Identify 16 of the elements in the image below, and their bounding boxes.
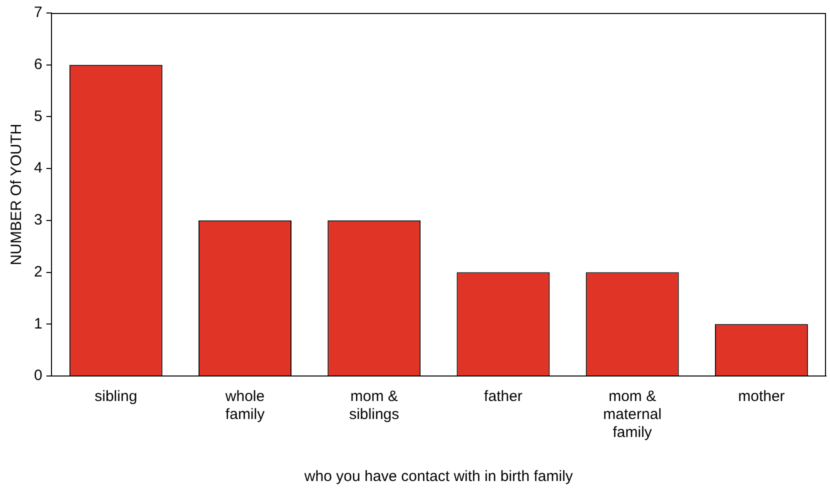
x-tick-label: mom & siblings: [349, 388, 400, 424]
y-tick-label: 2: [34, 263, 42, 280]
x-tick-label: mom & maternal family: [603, 388, 662, 442]
y-tick-label: 1: [34, 315, 42, 332]
y-tick-label: 4: [34, 160, 42, 177]
y-tick-label: 6: [34, 56, 42, 73]
y-tick-label: 3: [34, 212, 42, 229]
x-tick-label: whole family: [224, 388, 266, 424]
x-tick-label: sibling: [94, 388, 138, 406]
y-tick-label: 0: [34, 367, 42, 384]
x-axis-title: who you have contact with in birth family: [303, 468, 574, 486]
y-tick-label: 5: [34, 108, 42, 125]
x-tick-label: mother: [738, 388, 785, 406]
y-tick-label: 7: [34, 4, 42, 22]
x-tick-label: father: [484, 388, 522, 406]
y-axis-title: NUMBER Of YOUTH: [8, 124, 26, 266]
